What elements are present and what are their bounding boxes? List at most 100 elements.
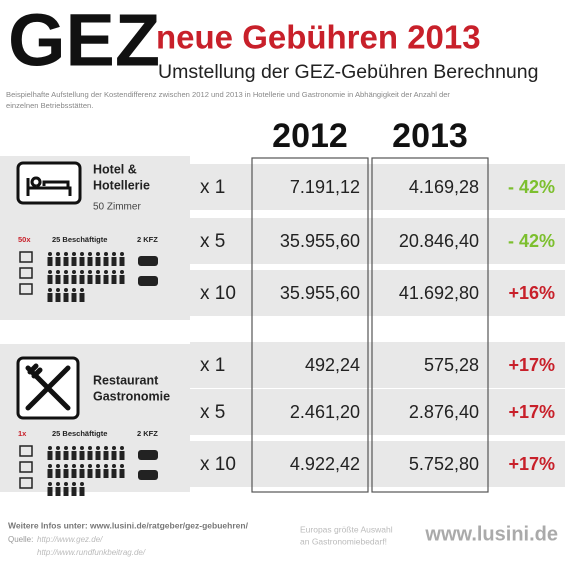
person-icon bbox=[120, 464, 124, 468]
person-icon bbox=[87, 469, 93, 478]
value-2012: 35.955,60 bbox=[280, 231, 360, 251]
person-icon bbox=[79, 257, 85, 266]
logo: GEZ bbox=[8, 0, 160, 82]
person-icon bbox=[63, 451, 69, 460]
person-icon bbox=[55, 487, 61, 496]
slogan: Europas größte Auswahl bbox=[300, 524, 393, 534]
change: +17% bbox=[508, 454, 555, 474]
change: +17% bbox=[508, 355, 555, 375]
person-icon bbox=[111, 275, 117, 284]
value-2012: 492,24 bbox=[305, 355, 360, 375]
person-icon bbox=[104, 270, 108, 274]
person-icon bbox=[120, 252, 124, 256]
person-icon bbox=[63, 469, 69, 478]
title: neue Gebühren 2013 bbox=[156, 19, 481, 56]
person-icon bbox=[72, 464, 76, 468]
person-icon bbox=[63, 257, 69, 266]
person-icon bbox=[71, 469, 77, 478]
person-icon bbox=[79, 487, 85, 496]
unit-count: 1x bbox=[18, 429, 27, 438]
value-2013: 4.169,28 bbox=[409, 177, 479, 197]
person-icon bbox=[79, 275, 85, 284]
multiplier: x 1 bbox=[200, 177, 225, 198]
multiplier: x 10 bbox=[200, 454, 236, 475]
car-count: 2 KFZ bbox=[137, 235, 158, 244]
device-icon bbox=[19, 251, 33, 263]
section-name: Restaurant bbox=[93, 373, 159, 387]
person-icon bbox=[64, 446, 68, 450]
device-icon bbox=[19, 267, 33, 279]
person-icon bbox=[95, 275, 101, 284]
person-icon bbox=[71, 451, 77, 460]
person-icon bbox=[104, 464, 108, 468]
table: Hotel & Hotellerie 50 Zimmer 50x 25 Beschäft… bbox=[0, 156, 565, 496]
staff-count: 25 Beschäftigte bbox=[52, 235, 107, 244]
person-icon bbox=[88, 446, 92, 450]
device-icon bbox=[19, 445, 33, 457]
multiplier: x 10 bbox=[200, 283, 236, 304]
person-icon bbox=[72, 482, 76, 486]
person-icon bbox=[79, 451, 85, 460]
car-icon bbox=[138, 256, 158, 266]
person-icon bbox=[88, 252, 92, 256]
person-icon bbox=[95, 469, 101, 478]
multiplier: x 1 bbox=[200, 355, 225, 376]
person-icon bbox=[111, 257, 117, 266]
person-icon bbox=[48, 482, 52, 486]
section-name: Hotellerie bbox=[93, 178, 150, 192]
source-link[interactable]: http://www.rundfunkbeitrag.de/ bbox=[37, 548, 146, 557]
person-icon bbox=[56, 270, 60, 274]
person-icon bbox=[56, 288, 60, 292]
value-2012: 35.955,60 bbox=[280, 283, 360, 303]
section-name: Gastronomie bbox=[93, 389, 170, 403]
bed-icon bbox=[26, 176, 72, 196]
value-2013: 575,28 bbox=[424, 355, 479, 375]
person-icon bbox=[80, 270, 84, 274]
person-icon bbox=[111, 469, 117, 478]
person-icon bbox=[47, 275, 53, 284]
car-icon bbox=[138, 276, 158, 286]
cutlery-icon bbox=[25, 363, 71, 411]
column-frame bbox=[371, 157, 489, 493]
value-2013: 5.752,80 bbox=[409, 454, 479, 474]
person-icon bbox=[119, 275, 125, 284]
person-icon bbox=[119, 451, 125, 460]
person-icon bbox=[47, 257, 53, 266]
person-icon bbox=[48, 464, 52, 468]
person-icon bbox=[112, 252, 116, 256]
device-icon bbox=[19, 461, 33, 473]
person-icon bbox=[55, 275, 61, 284]
person-icon bbox=[64, 288, 68, 292]
change: +16% bbox=[508, 283, 555, 303]
value-2012: 7.191,12 bbox=[290, 177, 360, 197]
person-icon bbox=[72, 288, 76, 292]
column-frames bbox=[251, 157, 489, 493]
person-icon bbox=[88, 270, 92, 274]
person-icon bbox=[120, 446, 124, 450]
person-icon bbox=[96, 446, 100, 450]
section-name: Hotel & bbox=[93, 162, 137, 176]
person-icon bbox=[80, 446, 84, 450]
person-icon bbox=[111, 451, 117, 460]
car-icon bbox=[138, 470, 158, 480]
car-count: 2 KFZ bbox=[137, 429, 158, 438]
person-icon bbox=[112, 464, 116, 468]
person-icon bbox=[103, 275, 109, 284]
car-icon bbox=[138, 450, 158, 460]
brand: www.lusini.de bbox=[424, 523, 558, 545]
person-icon bbox=[80, 482, 84, 486]
person-icon bbox=[104, 252, 108, 256]
value-2012: 4.922,42 bbox=[290, 454, 360, 474]
person-icon bbox=[48, 270, 52, 274]
change: - 42% bbox=[508, 177, 555, 197]
person-icon bbox=[80, 464, 84, 468]
person-icon bbox=[88, 464, 92, 468]
source-link[interactable]: http://www.gez.de/ bbox=[37, 535, 103, 544]
person-icon bbox=[95, 451, 101, 460]
person-icon bbox=[55, 469, 61, 478]
person-icon bbox=[103, 451, 109, 460]
person-icon bbox=[56, 252, 60, 256]
value-2013: 41.692,80 bbox=[399, 283, 479, 303]
person-icon bbox=[64, 482, 68, 486]
person-icon bbox=[48, 252, 52, 256]
